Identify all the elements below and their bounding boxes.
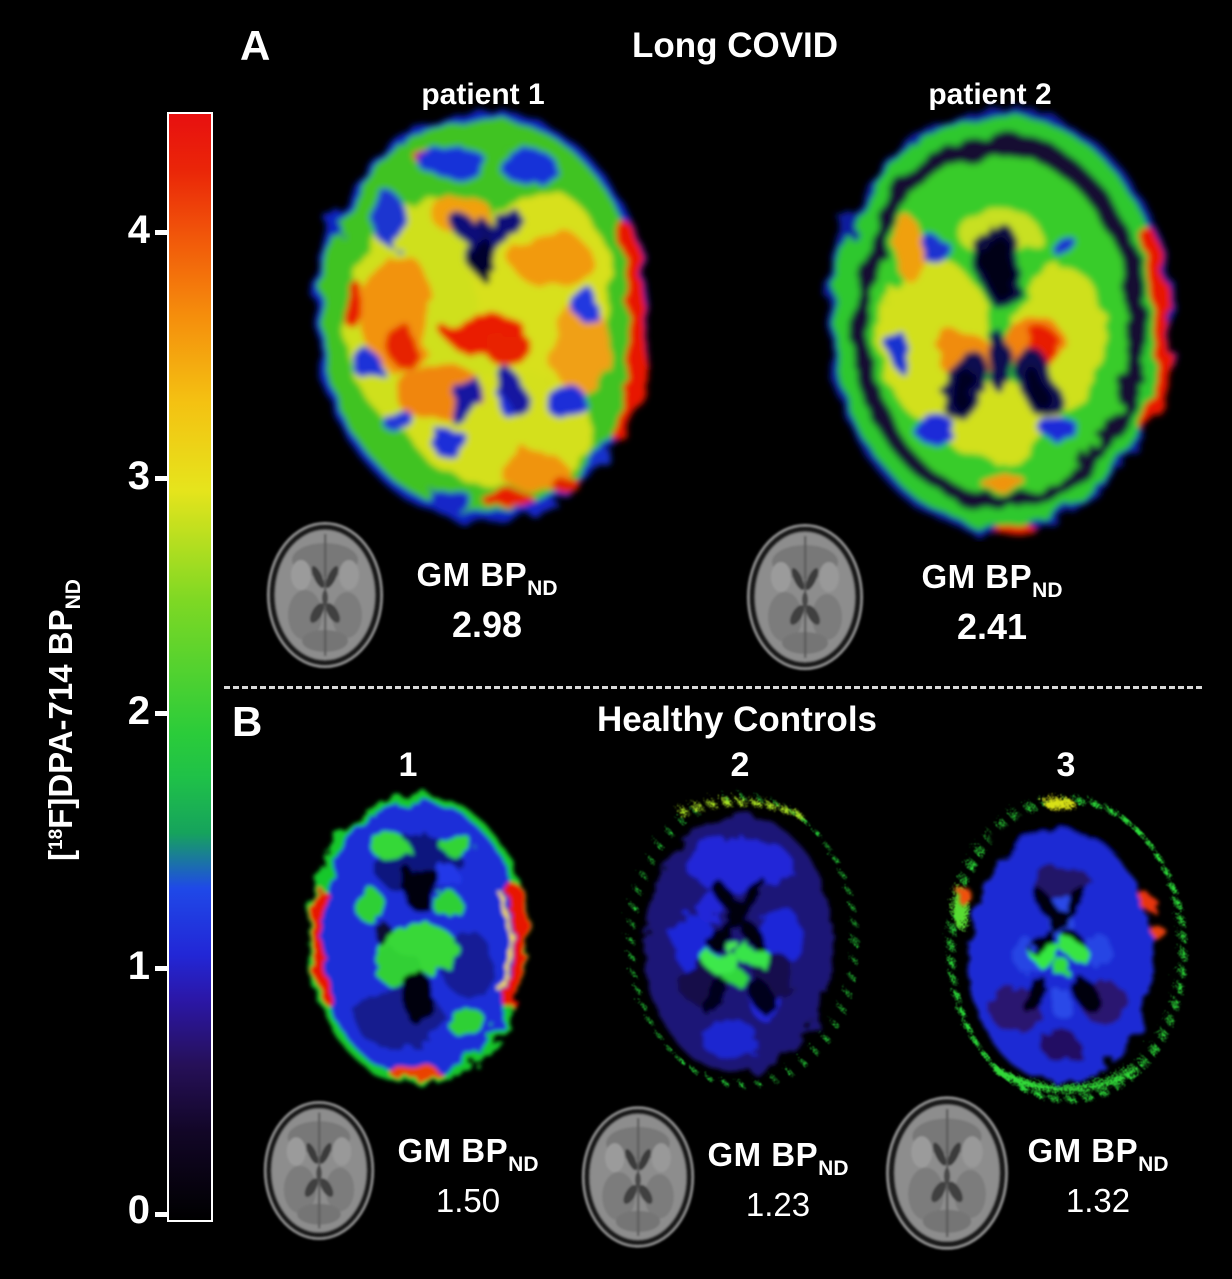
panel-b-letter: B bbox=[232, 698, 263, 745]
colorbar-tick-label-1: 1 bbox=[127, 944, 150, 988]
gm-bpnd-label-patient-2: GM BPND bbox=[921, 558, 1063, 602]
pet-scan-patient-2 bbox=[826, 106, 1174, 537]
pet-scan-control-3 bbox=[944, 793, 1182, 1098]
gm-bpnd-value-patient-1: 2.98 bbox=[451, 604, 523, 645]
control-2-label: 2 bbox=[730, 746, 750, 784]
patient-2-label: patient 2 bbox=[928, 78, 1052, 111]
gm-bpnd-block-control-3: GM BPND 1.32 bbox=[978, 1132, 1218, 1220]
colorbar bbox=[167, 112, 213, 1222]
pet-scan-patient-1 bbox=[314, 109, 650, 521]
gm-bpnd-label-control-3: GM BPND bbox=[1027, 1132, 1169, 1176]
colorbar-tick-label-3: 3 bbox=[127, 454, 150, 498]
colorbar-tick-label-0: 0 bbox=[127, 1188, 150, 1232]
colorbar-tick-3 bbox=[155, 476, 167, 481]
colorbar-tick-label-4: 4 bbox=[127, 208, 150, 252]
gm-bpnd-block-control-1: GM BPND 1.50 bbox=[348, 1132, 588, 1220]
pet-scan-control-1 bbox=[307, 793, 529, 1085]
gm-bpnd-value-control-3: 1.32 bbox=[1065, 1182, 1131, 1219]
control-1-label: 1 bbox=[398, 746, 418, 784]
mri-inset-patient-2 bbox=[745, 522, 865, 672]
patient-1-label: patient 1 bbox=[421, 78, 545, 111]
colorbar-tick-0 bbox=[155, 1212, 167, 1217]
pet-scan-control-2 bbox=[624, 791, 854, 1083]
gm-bpnd-label-control-1: GM BPND bbox=[397, 1132, 539, 1176]
gm-bpnd-block-patient-1: GM BPND 2.98 bbox=[357, 556, 617, 646]
gm-bpnd-label-patient-1: GM BPND bbox=[416, 556, 558, 600]
colorbar-tick-label-2: 2 bbox=[127, 689, 150, 733]
gm-bpnd-value-control-2: 1.23 bbox=[745, 1186, 811, 1223]
gm-bpnd-block-patient-2: GM BPND 2.41 bbox=[862, 558, 1122, 648]
panel-a-letter: A bbox=[240, 22, 271, 69]
panel-b-title: Healthy Controls bbox=[596, 700, 878, 739]
gm-bpnd-label-control-2: GM BPND bbox=[707, 1136, 849, 1180]
gm-bpnd-block-control-2: GM BPND 1.23 bbox=[658, 1136, 898, 1224]
panel-a-title: Long COVID bbox=[631, 26, 839, 65]
colorbar-tick-1 bbox=[155, 966, 167, 971]
colorbar-tick-4 bbox=[155, 230, 167, 235]
colorbar-axis-label: [18F]DPA-714 BPND bbox=[42, 579, 85, 861]
gm-bpnd-value-patient-2: 2.41 bbox=[956, 606, 1028, 647]
colorbar-tick-2 bbox=[155, 711, 167, 716]
colorbar-gradient bbox=[169, 114, 211, 1220]
control-3-label: 3 bbox=[1056, 746, 1076, 784]
separator-dashed-line bbox=[224, 686, 1202, 689]
gm-bpnd-value-control-1: 1.50 bbox=[435, 1182, 501, 1219]
